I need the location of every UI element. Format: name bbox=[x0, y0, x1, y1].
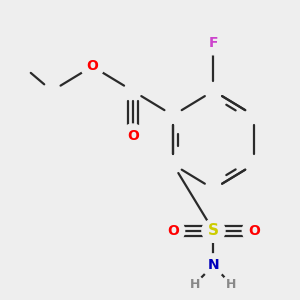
Text: H: H bbox=[190, 278, 200, 291]
Text: H: H bbox=[226, 278, 236, 291]
Text: O: O bbox=[248, 224, 260, 238]
Text: N: N bbox=[208, 258, 219, 272]
Circle shape bbox=[202, 32, 225, 55]
Text: O: O bbox=[167, 224, 179, 238]
Circle shape bbox=[81, 55, 104, 78]
Circle shape bbox=[202, 219, 225, 242]
Text: O: O bbox=[86, 59, 98, 73]
Circle shape bbox=[186, 275, 203, 293]
Text: F: F bbox=[209, 36, 218, 50]
Text: O: O bbox=[127, 129, 139, 142]
Text: S: S bbox=[208, 223, 219, 238]
Circle shape bbox=[202, 254, 225, 277]
Circle shape bbox=[121, 124, 144, 147]
Circle shape bbox=[242, 219, 266, 242]
Circle shape bbox=[222, 275, 239, 293]
Circle shape bbox=[161, 219, 184, 242]
